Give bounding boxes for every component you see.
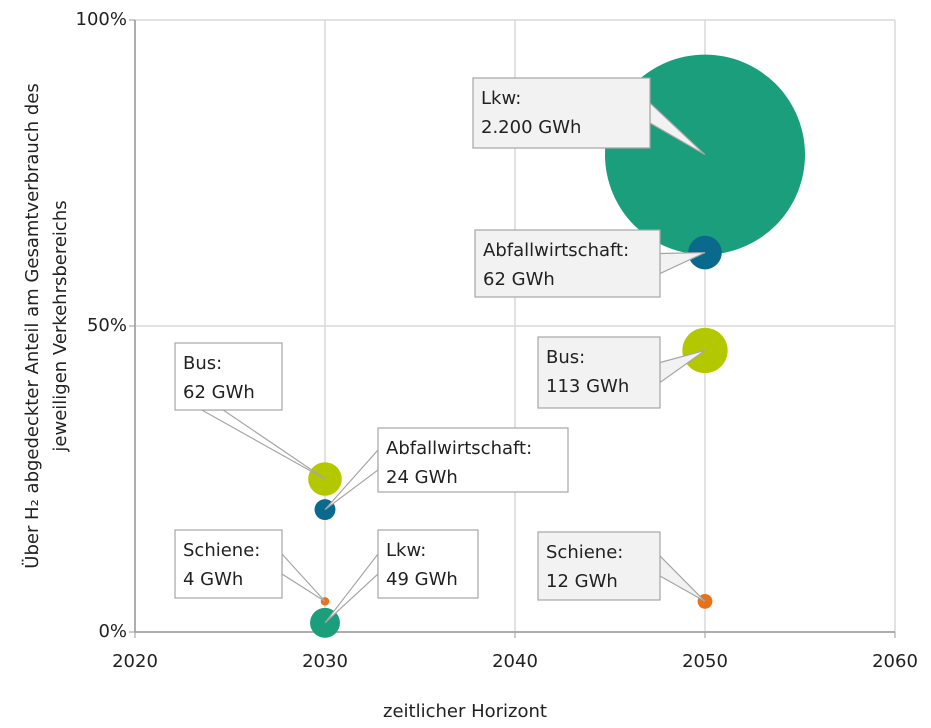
x-axis-label: zeitlicher Horizont <box>383 701 547 722</box>
callout-pointer <box>324 552 379 624</box>
callout-value: 4 GWh <box>183 569 243 590</box>
callout-name: Abfallwirtschaft: <box>386 438 532 459</box>
y-tick-label: 0% <box>98 621 127 642</box>
callout-pointer <box>199 409 326 480</box>
callout-value: 62 GWh <box>183 382 255 403</box>
callout-value: 113 GWh <box>546 376 629 397</box>
x-tick-label: 2020 <box>112 651 158 672</box>
callout-value: 49 GWh <box>386 569 458 590</box>
callout-name: Schiene: <box>183 540 260 561</box>
callout-name: Abfallwirtschaft: <box>483 240 629 261</box>
callout-box <box>474 229 661 298</box>
callout-name: Bus: <box>183 353 222 374</box>
callout-name: Bus: <box>546 347 585 368</box>
callout-box <box>537 531 661 601</box>
callout-box <box>537 336 661 409</box>
x-tick-label: 2040 <box>492 651 538 672</box>
x-tick-label: 2050 <box>682 651 728 672</box>
y-axis-label: Über H₂ abgedeckter Anteil am Gesamtverb… <box>21 83 43 568</box>
callout-box <box>174 529 283 599</box>
callout-value: 62 GWh <box>483 269 555 290</box>
callout-box <box>472 77 651 149</box>
x-tick-label: 2030 <box>302 651 348 672</box>
callout-value: 12 GWh <box>546 571 618 592</box>
callout-box <box>377 427 569 493</box>
x-tick-label: 2060 <box>872 651 918 672</box>
callout-box <box>377 529 479 599</box>
y-tick-label: 100% <box>76 9 127 30</box>
callout-name: Schiene: <box>546 542 623 563</box>
y-axis-label: jeweiligen Verkehrsbereichs <box>50 200 71 452</box>
callout-pointer <box>659 554 706 602</box>
y-tick-label: 50% <box>87 315 127 336</box>
callout-name: Lkw: <box>481 88 521 109</box>
callout-pointer <box>281 552 326 602</box>
callout-value: 24 GWh <box>386 467 458 488</box>
callout-box <box>174 342 283 411</box>
callout-name: Lkw: <box>386 540 426 561</box>
callout-value: 2.200 GWh <box>481 117 581 138</box>
